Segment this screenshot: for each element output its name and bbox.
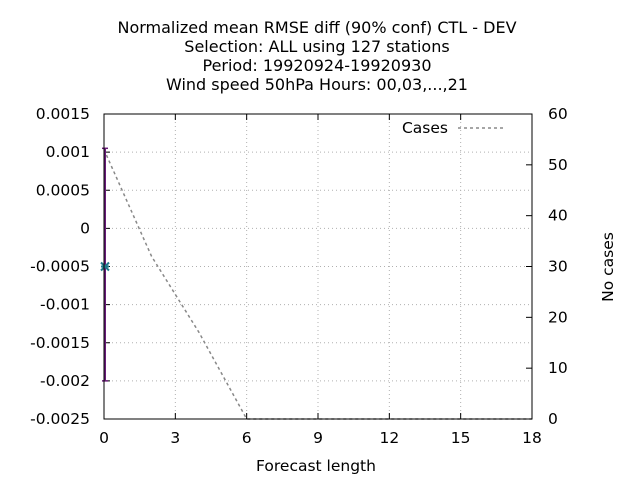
title-line-2: Selection: ALL using 127 stations [184, 37, 449, 56]
grid-lines [104, 114, 532, 419]
y2-tick-label: 30 [548, 258, 568, 276]
y-tick-label: -0.0025 [30, 410, 90, 428]
legend-label-cases: Cases [402, 119, 448, 137]
y-tick-label: 0.0015 [36, 105, 90, 123]
y-tick-label: -0.001 [40, 296, 90, 314]
title-line-3: Period: 19920924-19920930 [202, 56, 431, 75]
y2-tick-label: 20 [548, 308, 568, 326]
x-tick-label: 6 [242, 429, 252, 447]
x-tick-label: 15 [451, 429, 471, 447]
mean-point-marker [100, 261, 110, 272]
x-tick-label: 3 [170, 429, 180, 447]
y-tick-label: 0.001 [46, 143, 90, 161]
x-tick-label: 0 [99, 429, 109, 447]
y2-tick-label: 60 [548, 105, 568, 123]
title-line-1: Normalized mean RMSE diff (90% conf) CTL… [117, 18, 516, 37]
x-tick-label: 12 [379, 429, 399, 447]
chart-title: Normalized mean RMSE diff (90% conf) CTL… [117, 18, 516, 94]
y2-tick-label: 0 [548, 410, 558, 428]
x-axis-label: Forecast length [256, 457, 376, 475]
y2-tick-label: 10 [548, 359, 568, 377]
y-tick-label: 0 [80, 219, 90, 237]
y-tick-label: 0.0005 [36, 181, 90, 199]
x-tick-label: 18 [522, 429, 542, 447]
title-line-4: Wind speed 50hPa Hours: 00,03,...,21 [166, 75, 468, 94]
y2-tick-label: 50 [548, 156, 568, 174]
series-layer [100, 147, 532, 420]
plot-frame [103, 113, 533, 420]
y-tick-label: -0.0005 [30, 258, 90, 276]
y2-tick-label: 40 [548, 207, 568, 225]
y-tick-label: -0.002 [40, 372, 90, 390]
y2-axis-label: No cases [599, 232, 617, 302]
y-tick-label: -0.0015 [30, 334, 90, 352]
legend: Cases [402, 119, 506, 137]
axis-ticks: 0.0015 0.001 0.0005 0 -0.0005 -0.001 -0.0015 -0… [30, 105, 568, 447]
x-tick-label: 9 [313, 429, 323, 447]
